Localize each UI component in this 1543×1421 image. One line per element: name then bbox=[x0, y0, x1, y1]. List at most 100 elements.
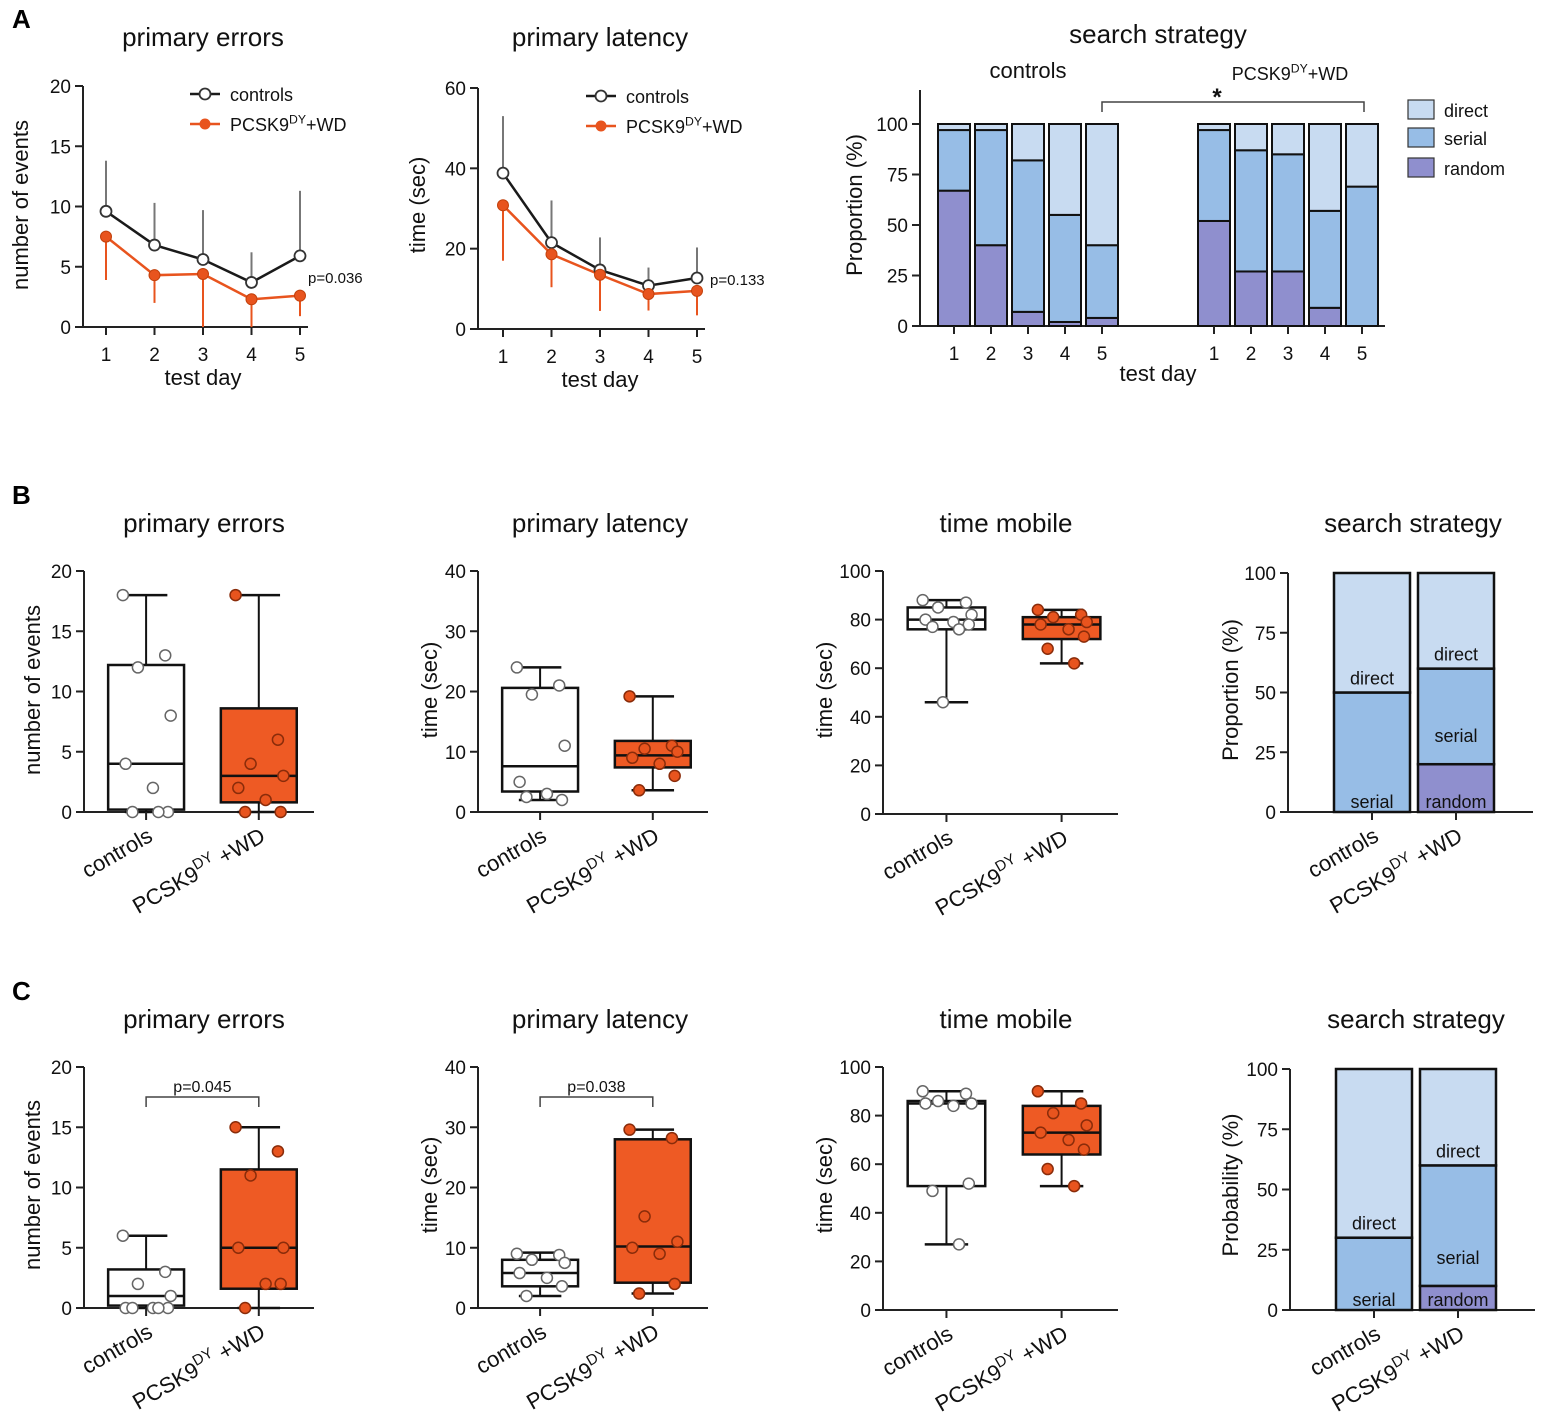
group-label-pcsk9: PCSK9DY+WD bbox=[1232, 61, 1349, 84]
y-tick-label: 50 bbox=[887, 216, 908, 237]
data-point bbox=[936, 695, 950, 709]
legend-label-direct: direct bbox=[1444, 101, 1488, 121]
data-point bbox=[126, 1301, 139, 1315]
x-tick-label-controls: controls bbox=[471, 823, 550, 883]
y-tick-label: 15 bbox=[51, 622, 72, 643]
y-tick-label: 15 bbox=[51, 1118, 72, 1139]
data-point bbox=[164, 709, 177, 722]
controls-point bbox=[196, 253, 210, 266]
y-axis-label: number of events bbox=[20, 1100, 45, 1270]
y-tick-label: 30 bbox=[445, 622, 466, 643]
data-point bbox=[1067, 1179, 1081, 1193]
chart-C3: time mobile time (sec) 0 20 40 60 80 100 control… bbox=[812, 1004, 1118, 1417]
legend-controls-label: controls bbox=[626, 87, 689, 107]
bar-serial bbox=[1085, 244, 1119, 319]
data-point bbox=[1031, 603, 1045, 617]
chart-A2: primary latency time (sec) 0 20 40 60 1 2 3 4 5 tes… bbox=[405, 22, 765, 392]
controls-point bbox=[148, 238, 161, 252]
data-point bbox=[520, 790, 533, 804]
box-controls bbox=[906, 1099, 987, 1188]
bar-serial bbox=[1308, 209, 1342, 309]
legend-controls-marker bbox=[198, 87, 212, 101]
y-tick-label: 0 bbox=[455, 1299, 466, 1320]
x-tick-label: 3 bbox=[198, 345, 209, 366]
chart-title: primary errors bbox=[122, 22, 284, 52]
y-tick-label: 10 bbox=[50, 198, 71, 219]
y-tick-label: 20 bbox=[51, 1058, 72, 1079]
data-point bbox=[244, 757, 257, 771]
data-point bbox=[947, 1099, 960, 1113]
data-point bbox=[916, 1085, 929, 1098]
segment-label-direct: direct bbox=[1350, 669, 1394, 689]
x-axis-label: test day bbox=[561, 367, 638, 392]
x-tick-label: 4 bbox=[643, 347, 654, 368]
group-label-controls: controls bbox=[989, 58, 1066, 83]
y-tick-label: 0 bbox=[860, 1301, 871, 1322]
data-point bbox=[552, 679, 566, 692]
x-tick-label: 2 bbox=[149, 345, 160, 366]
y-tick-label: 0 bbox=[61, 803, 72, 824]
data-point bbox=[1080, 615, 1093, 629]
x-tick-label: 5 bbox=[692, 347, 703, 368]
data-point bbox=[665, 1131, 679, 1145]
data-point bbox=[277, 1241, 290, 1254]
y-tick-label: 20 bbox=[445, 1179, 466, 1200]
chart-C2: primary latency time (sec) 0 10 20 30 40 contro… bbox=[417, 1004, 708, 1415]
x-tick-label-controls: controls bbox=[878, 1321, 957, 1381]
y-tick-label: 10 bbox=[51, 683, 72, 704]
data-point bbox=[959, 596, 973, 609]
data-point bbox=[1062, 623, 1075, 636]
bar-direct bbox=[937, 123, 971, 132]
data-point bbox=[1046, 1106, 1060, 1120]
data-point bbox=[232, 1241, 245, 1254]
data-point bbox=[962, 618, 976, 631]
bar-direct bbox=[1234, 123, 1268, 152]
legend-label-random: random bbox=[1444, 159, 1505, 179]
pcsk9-point bbox=[245, 293, 258, 306]
data-point bbox=[131, 1277, 145, 1291]
y-tick-label: 0 bbox=[455, 803, 466, 824]
y-axis-label: Probability (%) bbox=[1218, 1113, 1243, 1256]
bar-direct bbox=[1011, 123, 1045, 162]
pcsk9-point bbox=[691, 284, 703, 297]
y-tick-label: 0 bbox=[1265, 803, 1276, 824]
data-point bbox=[653, 1247, 666, 1261]
significance-bracket bbox=[539, 1096, 654, 1107]
chart-A1: primary errors number of events 0 5 10 15 20 1 2… bbox=[8, 22, 363, 390]
y-tick-label: 40 bbox=[445, 1058, 466, 1079]
data-point bbox=[116, 1229, 130, 1242]
y-tick-label: 0 bbox=[455, 320, 466, 341]
chart-title: search strategy bbox=[1069, 19, 1247, 49]
y-tick-label: 20 bbox=[445, 683, 466, 704]
legend-controls-label: controls bbox=[230, 85, 293, 105]
x-tick-label: 5 bbox=[1097, 344, 1108, 365]
y-tick-label: 20 bbox=[850, 756, 871, 777]
bar-random bbox=[1197, 219, 1231, 328]
data-point bbox=[277, 769, 290, 783]
x-tick-label: 2 bbox=[1246, 344, 1257, 365]
x-tick-label: 3 bbox=[1283, 344, 1294, 365]
data-point bbox=[146, 781, 160, 795]
pcsk9-point bbox=[100, 230, 112, 243]
y-axis-label: Proportion (%) bbox=[1218, 619, 1243, 761]
y-axis-label: number of events bbox=[20, 605, 45, 775]
data-point bbox=[1041, 642, 1054, 656]
x-tick-label: 5 bbox=[1357, 344, 1368, 365]
panel-label-c: C bbox=[12, 976, 31, 1006]
y-tick-label: 5 bbox=[61, 1239, 72, 1260]
y-tick-label: 80 bbox=[850, 1107, 871, 1128]
data-point bbox=[152, 805, 165, 819]
y-tick-label: 100 bbox=[1246, 1060, 1278, 1081]
chart-B1: primary errors number of events 0 5 10 15 20 co… bbox=[20, 508, 314, 919]
data-point bbox=[229, 1121, 242, 1134]
data-point bbox=[1074, 1097, 1088, 1110]
controls-point bbox=[545, 236, 558, 250]
data-point bbox=[952, 623, 966, 636]
segment-label-serial: serial bbox=[1436, 1248, 1479, 1268]
pcsk9-point bbox=[148, 269, 161, 282]
y-tick-label: 50 bbox=[1255, 684, 1276, 705]
x-tick-label: 2 bbox=[546, 347, 557, 368]
y-tick-label: 30 bbox=[445, 1118, 466, 1139]
bar-direct bbox=[1332, 571, 1412, 694]
